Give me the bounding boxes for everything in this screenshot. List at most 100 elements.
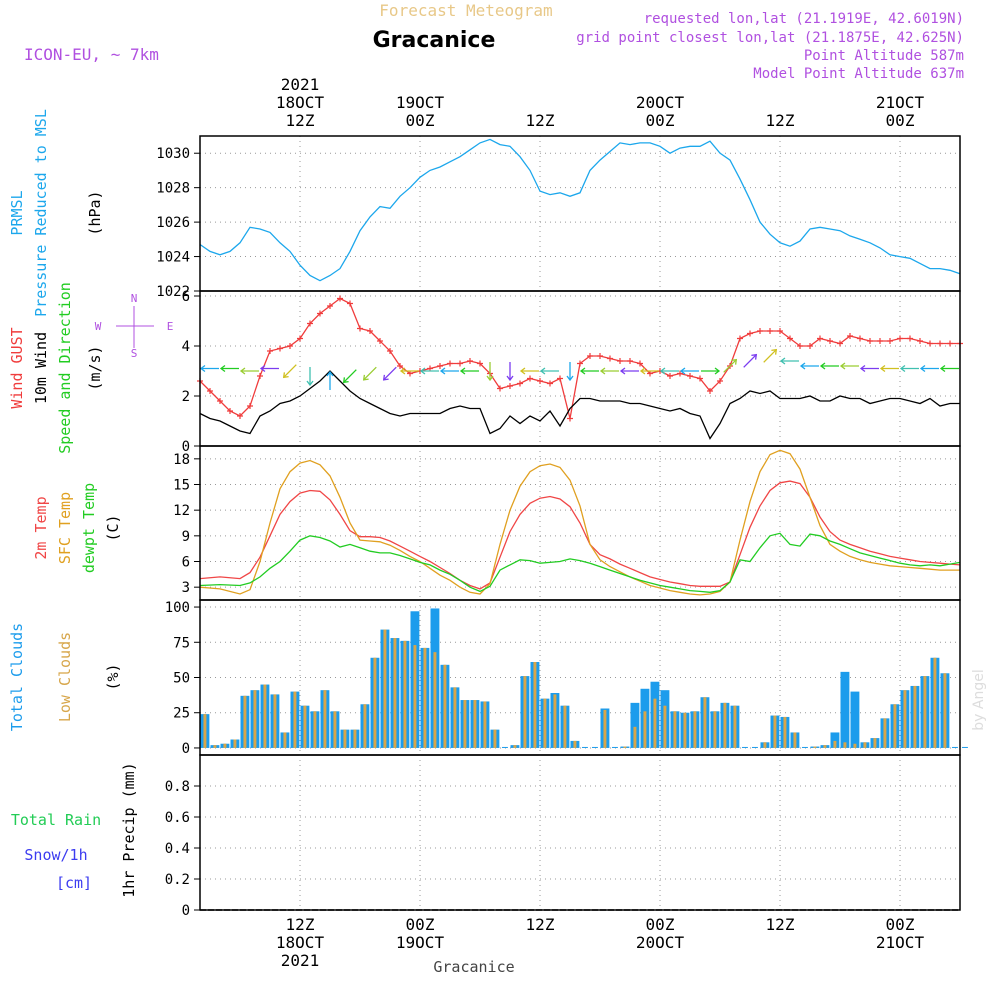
gust-marker: [247, 403, 253, 409]
wind-arrowhead: [859, 364, 866, 373]
wind-arrowhead: [919, 364, 926, 373]
gust-marker: [527, 375, 533, 382]
gust-marker: [577, 360, 583, 367]
gust-marker: [347, 300, 353, 307]
clouds-unit: (%): [104, 663, 122, 690]
ytick-label: 50: [173, 671, 190, 687]
gust-marker: [467, 358, 473, 364]
ytick-label: 3: [182, 580, 190, 596]
low-cloud-bar: [353, 729, 357, 748]
wind-arrowhead: [679, 367, 686, 375]
pressure-unit: (hPa): [86, 190, 104, 235]
low-cloud-bar: [533, 662, 537, 748]
time-label: 19OCT: [396, 93, 445, 112]
series-temp2m: [199, 480, 961, 590]
low-cloud-bar: [443, 664, 447, 748]
gust-marker: [677, 370, 683, 377]
low-cloud-bar: [273, 694, 277, 748]
low-cloud-bar: [313, 711, 317, 748]
wind-arrowhead: [819, 362, 826, 370]
gust-marker: [717, 378, 723, 384]
low-cloud-bar: [473, 700, 477, 748]
gust-marker: [227, 408, 233, 414]
gust-marker: [917, 338, 923, 344]
gust-marker: [847, 333, 853, 339]
ytick-label: 1024: [156, 250, 190, 266]
compass-letter: S: [131, 347, 138, 360]
pressure-label: Pressure Reduced to MSL: [32, 109, 50, 317]
location-title: Gracanice: [373, 28, 496, 53]
wind-arrowhead: [439, 367, 446, 375]
low-cloud-bar: [413, 645, 417, 748]
ytick-label: 0.2: [165, 872, 190, 888]
precip-legend: [cm]: [56, 874, 92, 892]
time-label: 00Z: [406, 915, 435, 934]
wind-arrowhead: [599, 367, 606, 375]
low-cloud-bar: [603, 709, 607, 748]
gust-marker: [207, 388, 213, 394]
wind-arrow: [763, 349, 777, 363]
time-label: 19OCT: [396, 933, 445, 952]
point-altitude: Point Altitude 587m: [804, 48, 964, 64]
gust-marker: [537, 378, 543, 384]
ytick-label: 18: [173, 452, 190, 468]
time-label: 21OCT: [876, 933, 925, 952]
total-cloud-bar: [830, 732, 840, 748]
low-cloud-bar: [923, 676, 927, 748]
time-label: 20OCT: [636, 933, 685, 952]
gust-marker: [307, 320, 313, 327]
ytick-label: 4: [182, 339, 190, 355]
temp-unit: (C): [104, 514, 122, 541]
gust-marker: [757, 328, 763, 334]
low-cloud-bar: [843, 742, 847, 748]
gust-marker: [317, 310, 323, 317]
time-label: 00Z: [406, 111, 435, 130]
requested-coords: requested lon,lat (21.1919E, 42.6019N): [644, 11, 964, 27]
precip-label: 1hr Precip (mm): [120, 762, 138, 897]
gust-marker: [787, 335, 793, 342]
low-cloud-bar: [943, 673, 947, 748]
wind-arrowhead: [342, 377, 349, 384]
wind-arrow: [283, 364, 297, 378]
total-cloud-bar: [591, 746, 598, 748]
gust-marker: [627, 358, 633, 364]
ytick-label: 75: [173, 635, 190, 651]
wind-arrowhead: [639, 367, 646, 375]
low-cloud-bar: [403, 640, 407, 748]
wind-arrowhead: [539, 367, 546, 375]
gust-marker: [907, 335, 913, 342]
ytick-label: 0: [182, 903, 190, 919]
total-cloud-bar: [611, 746, 618, 748]
wind-arrowhead: [751, 353, 758, 360]
low-cloud-bar: [563, 705, 567, 748]
panel-clouds: 0 25 50 75 100: [165, 599, 968, 757]
total-cloud-bar: [951, 746, 958, 748]
wind-arrow: [343, 369, 357, 383]
low-cloud-bar: [823, 745, 827, 748]
low-cloud-bar: [343, 729, 347, 748]
wind-dir-label: Speed and Direction: [56, 282, 74, 454]
low-cloud-bar: [253, 690, 257, 748]
grid-coords: grid point closest lon,lat (21.1875E, 42…: [576, 30, 964, 46]
low-cloud-bar: [933, 657, 937, 748]
wind-unit: (m/s): [86, 345, 104, 390]
series-sfctemp: [199, 449, 960, 596]
low-cloud-bar: [493, 729, 497, 748]
low-cloud-bar: [643, 711, 647, 748]
ytick-label: 6: [182, 555, 190, 571]
low-cloud-bar: [513, 745, 517, 748]
gust-marker: [357, 325, 363, 332]
gust-marker: [507, 383, 513, 389]
ytick-label: 1026: [156, 215, 190, 231]
wind-arrowhead: [362, 374, 369, 381]
low-cloud-bar: [463, 700, 467, 748]
wind-arrowhead: [579, 367, 586, 375]
gust-marker: [897, 335, 903, 342]
ytick-label: 1028: [156, 181, 190, 197]
ytick-label: 9: [182, 529, 190, 545]
time-label: 2021: [281, 951, 320, 970]
total-cloud-bar: [501, 746, 508, 748]
ytick-label: 0.8: [165, 779, 190, 795]
panel-precip: 0 0.2 0.4 0.6 0.8: [165, 754, 961, 919]
